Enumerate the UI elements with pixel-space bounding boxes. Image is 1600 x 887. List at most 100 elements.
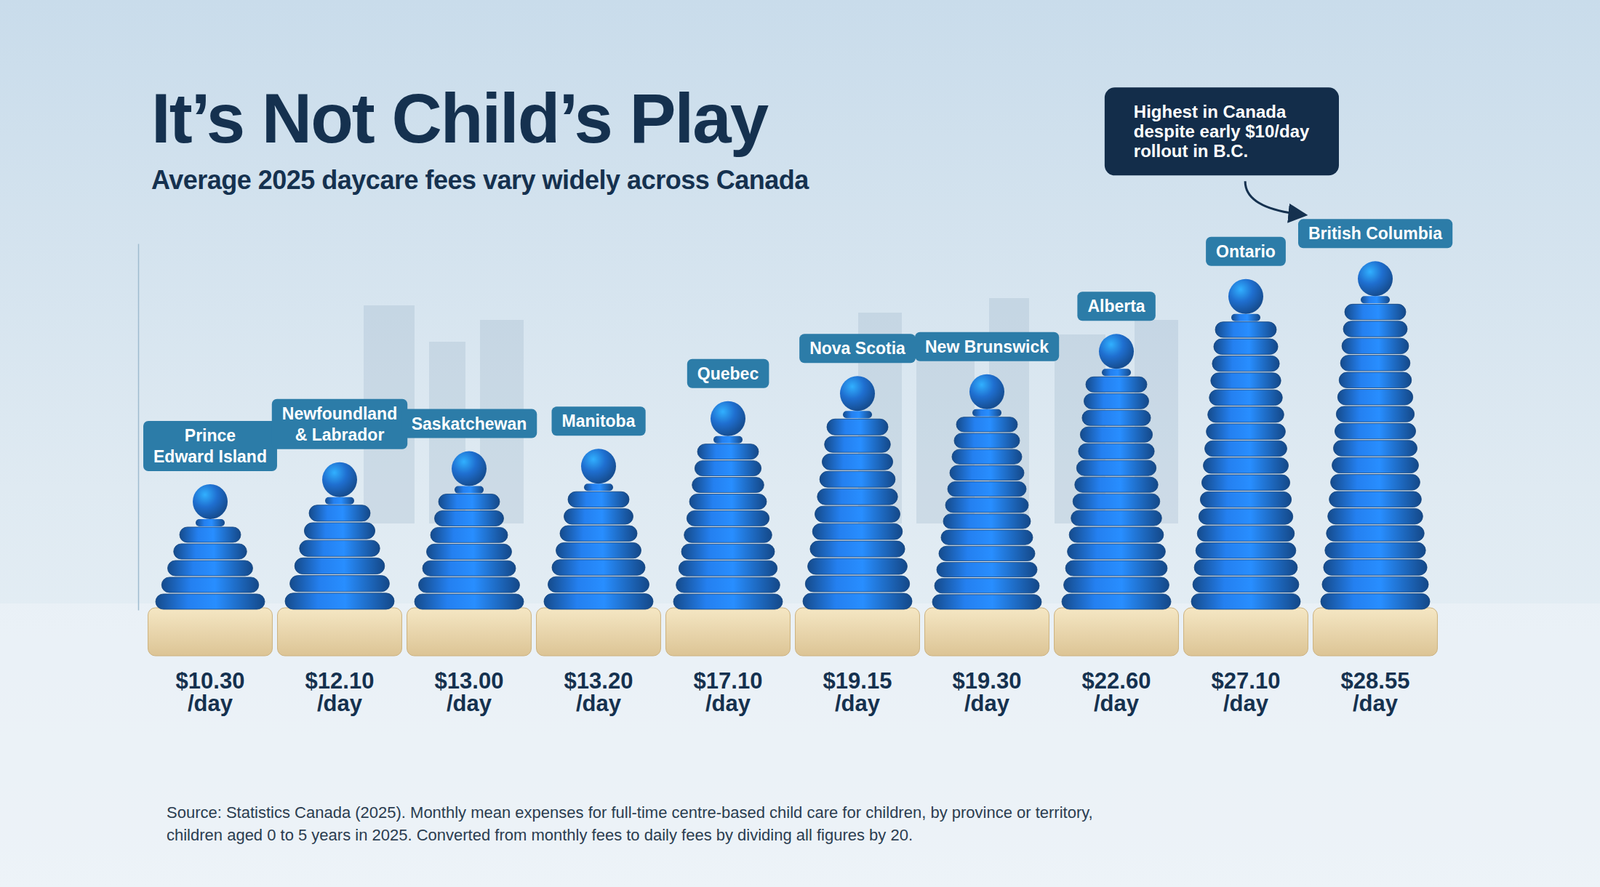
ring	[1061, 594, 1171, 610]
ring	[1085, 376, 1147, 392]
category-tag: PrinceEdward Island	[143, 421, 278, 472]
ring	[956, 417, 1018, 432]
labels: $10.30/day$12.10/day$13.00/day$13.20/day…	[143, 87, 1453, 717]
ring	[681, 544, 775, 560]
ball	[1098, 333, 1134, 369]
ring	[941, 530, 1033, 545]
category-tag: Newfoundland& Labrador	[272, 399, 408, 450]
ring	[1194, 560, 1298, 576]
ring	[285, 593, 395, 610]
collar	[325, 497, 355, 505]
ring	[686, 510, 769, 526]
ring	[438, 494, 500, 510]
y-axis	[138, 244, 139, 611]
ring	[1336, 406, 1414, 422]
bar	[155, 484, 265, 610]
category-label: PrinceEdward Island	[153, 426, 267, 467]
category-label: Saskatchewan	[411, 414, 528, 434]
annotation: Highest in Canadadespite early $10/dayro…	[1104, 87, 1339, 215]
annotation-text: Highest in Canadadespite early $10/dayro…	[1133, 101, 1310, 161]
ring	[1205, 440, 1288, 456]
base	[407, 608, 532, 656]
ring	[173, 544, 248, 560]
ring	[1341, 338, 1409, 354]
ring	[692, 477, 765, 494]
ring	[1325, 542, 1426, 558]
ball	[969, 374, 1005, 410]
ring	[1203, 458, 1289, 474]
ring	[1076, 460, 1156, 476]
base	[925, 608, 1050, 656]
ring	[1326, 525, 1424, 542]
category-label: Alberta	[1087, 296, 1145, 316]
ring	[1071, 510, 1163, 526]
base	[1184, 608, 1309, 656]
ring	[697, 444, 759, 460]
tag-background	[552, 406, 646, 436]
ring	[684, 527, 773, 543]
ring	[1333, 440, 1417, 456]
ring	[947, 482, 1027, 497]
base	[1313, 608, 1438, 656]
ring	[161, 577, 259, 593]
base	[536, 608, 662, 656]
ball	[1357, 261, 1393, 296]
base	[277, 608, 403, 656]
ring	[1213, 338, 1278, 355]
ring	[1329, 491, 1422, 507]
ring	[544, 594, 654, 610]
ring	[1206, 424, 1286, 440]
ring	[932, 594, 1042, 610]
ring	[548, 576, 650, 592]
bar	[414, 451, 524, 610]
category-tag: Manitoba	[552, 406, 646, 436]
tag-background	[1077, 291, 1155, 321]
annotation-arrow	[1245, 181, 1304, 215]
ring	[676, 577, 781, 593]
ring	[1343, 321, 1408, 337]
bar	[544, 448, 654, 610]
ring	[1074, 477, 1158, 493]
ring	[689, 494, 767, 510]
ring	[556, 542, 642, 558]
ring	[1344, 304, 1406, 320]
collar	[584, 483, 614, 491]
bar	[1061, 333, 1171, 610]
ring	[294, 557, 385, 574]
tag-background	[799, 333, 916, 363]
category-tag: Alberta	[1077, 291, 1155, 321]
ring	[1192, 576, 1299, 592]
value-label: $28.55/day	[1341, 668, 1411, 717]
ring	[949, 465, 1024, 480]
ring	[817, 488, 898, 505]
ring	[1080, 426, 1152, 443]
ring	[1338, 372, 1412, 388]
ring	[805, 576, 910, 592]
category-label: Quebec	[697, 364, 760, 384]
bar	[802, 376, 912, 610]
ring	[426, 544, 512, 560]
ring	[810, 541, 905, 558]
chart-container: It’s Not Child’s PlayAverage 2025 daycar…	[0, 0, 1600, 887]
collar	[713, 436, 743, 444]
ground	[0, 603, 1600, 887]
ring	[1337, 389, 1413, 405]
ring	[1201, 474, 1290, 491]
category-tag: Saskatchewan	[401, 409, 538, 439]
value-label: $13.20/day	[564, 668, 634, 717]
base	[795, 608, 920, 656]
ring	[1328, 508, 1424, 524]
ball	[840, 376, 875, 411]
ring	[673, 594, 783, 610]
ball	[581, 448, 616, 484]
base	[148, 608, 273, 656]
ring	[938, 546, 1035, 561]
value-label: $19.15/day	[823, 668, 893, 717]
ring	[1065, 560, 1168, 576]
collar	[454, 486, 484, 494]
bar	[1191, 279, 1301, 610]
category-label: Nova Scotia	[809, 338, 906, 358]
ring	[1069, 527, 1164, 543]
title: It’s Not Child’s Play	[151, 79, 769, 158]
ring	[821, 453, 893, 470]
